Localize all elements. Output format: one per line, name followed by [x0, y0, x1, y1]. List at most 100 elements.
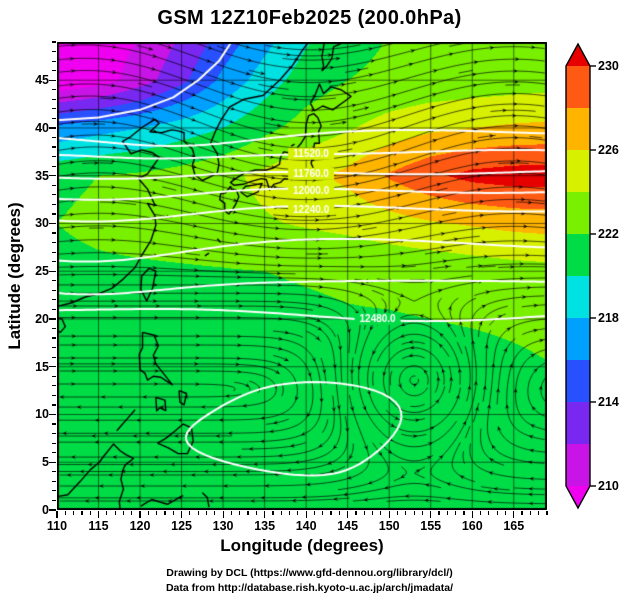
x-tick-label: 145 — [337, 519, 359, 533]
x-tick-mark — [156, 511, 158, 515]
x-tick-mark — [371, 511, 374, 515]
y-tick-mark — [49, 413, 56, 416]
y-tick-mark — [52, 261, 56, 263]
y-tick-mark — [49, 127, 56, 129]
x-tick-label: 130 — [212, 519, 234, 533]
colorbar-tick-label: 210 — [598, 479, 619, 493]
x-tick-label: 150 — [378, 519, 400, 533]
x-tick-mark — [305, 511, 307, 518]
y-tick-mark — [52, 299, 56, 301]
x-tick-mark — [56, 511, 58, 518]
y-tick-label: 40 — [35, 120, 49, 135]
x-tick-mark — [504, 511, 507, 515]
y-tick-mark — [52, 356, 56, 358]
y-tick-label: 25 — [35, 264, 49, 279]
y-tick-mark — [52, 347, 56, 349]
y-tick-label: 10 — [35, 407, 49, 422]
y-tick-mark — [52, 442, 56, 444]
y-tick-mark — [52, 490, 56, 492]
x-tick-mark — [438, 511, 440, 515]
colorbar-tick-label: 230 — [598, 59, 619, 73]
y-tick-mark — [52, 165, 56, 167]
x-tick-mark — [280, 511, 282, 515]
x-tick-mark — [455, 511, 457, 515]
x-tick-mark — [330, 511, 332, 515]
y-tick-mark — [52, 50, 56, 53]
y-tick-label: 20 — [35, 311, 49, 326]
x-tick-mark — [205, 511, 208, 515]
colorbar — [565, 42, 596, 510]
chart-title: GSM 12Z10Feb2025 (200.0hPa) — [157, 7, 462, 29]
x-tick-mark — [255, 511, 257, 515]
x-tick-mark — [131, 511, 133, 515]
x-tick-mark — [388, 511, 390, 518]
x-tick-mark — [521, 511, 523, 515]
colorbar-band — [566, 276, 590, 318]
y-tick-mark — [52, 146, 56, 148]
x-tick-mark — [239, 511, 241, 515]
y-tick-label: 35 — [35, 168, 49, 183]
x-tick-mark — [81, 511, 83, 515]
y-tick-mark — [52, 471, 56, 473]
x-tick-label: 135 — [254, 519, 276, 533]
x-tick-mark — [413, 511, 415, 515]
colorbar-band — [566, 360, 590, 402]
x-tick-mark — [405, 511, 407, 515]
y-tick-label: 30 — [35, 216, 49, 231]
y-tick-mark — [52, 108, 56, 110]
y-tick-mark — [52, 251, 56, 253]
x-tick-mark — [529, 511, 531, 515]
x-tick-mark — [463, 511, 465, 515]
y-tick-mark — [49, 461, 56, 463]
y-tick-mark — [49, 366, 56, 368]
y-tick-mark — [52, 404, 56, 406]
y-tick-mark — [52, 337, 56, 339]
x-tick-mark — [546, 511, 548, 515]
x-tick-mark — [139, 511, 141, 518]
x-tick-mark — [396, 511, 399, 515]
x-tick-mark — [189, 511, 191, 515]
colorbar-over-arrow — [566, 44, 590, 66]
y-tick-mark — [52, 375, 56, 377]
colorbar-band — [566, 444, 590, 486]
x-tick-label: 115 — [88, 519, 109, 533]
x-tick-mark — [363, 511, 365, 515]
x-tick-mark — [272, 511, 274, 515]
y-tick-mark — [52, 70, 56, 72]
x-tick-mark — [214, 511, 216, 515]
y-tick-mark — [52, 156, 56, 158]
y-tick-mark — [52, 241, 56, 244]
y-tick-mark — [52, 213, 56, 215]
x-tick-mark — [180, 511, 183, 518]
x-tick-mark — [89, 511, 91, 515]
y-tick-mark — [52, 60, 56, 62]
x-tick-label: 110 — [46, 519, 68, 533]
x-tick-mark — [313, 511, 316, 515]
colorbar-band — [566, 108, 590, 150]
x-tick-mark — [288, 511, 291, 515]
x-tick-mark — [106, 511, 108, 515]
y-tick-mark — [52, 41, 56, 43]
x-tick-mark — [122, 511, 125, 515]
x-tick-mark — [147, 511, 149, 515]
credit-line-2: Data from http://database.rish.kyoto-u.a… — [165, 582, 454, 594]
y-tick-mark — [52, 432, 56, 435]
y-tick-mark — [49, 509, 56, 511]
x-tick-mark — [164, 511, 166, 515]
colorbar-band — [566, 402, 590, 444]
x-tick-mark — [230, 511, 232, 515]
x-tick-label: 165 — [503, 519, 525, 533]
y-tick-mark — [49, 175, 56, 177]
y-tick-mark — [52, 289, 56, 291]
colorbar-tick-label: 218 — [598, 311, 619, 325]
x-tick-mark — [421, 511, 423, 515]
y-tick-mark — [52, 385, 56, 387]
x-tick-mark — [222, 511, 224, 518]
y-tick-label: 5 — [42, 455, 49, 470]
x-tick-mark — [430, 511, 432, 518]
y-tick-mark — [52, 184, 56, 186]
x-tick-mark — [446, 511, 448, 515]
y-tick-mark — [52, 117, 56, 119]
map-plot-canvas — [57, 42, 547, 510]
x-tick-mark — [73, 511, 75, 515]
